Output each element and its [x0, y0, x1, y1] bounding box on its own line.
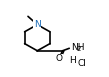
Text: H: H — [69, 56, 76, 65]
Text: NH: NH — [72, 43, 85, 52]
Text: Cl: Cl — [78, 59, 87, 68]
Text: O: O — [55, 54, 62, 63]
Text: 2: 2 — [76, 46, 81, 52]
Text: N: N — [34, 20, 41, 29]
